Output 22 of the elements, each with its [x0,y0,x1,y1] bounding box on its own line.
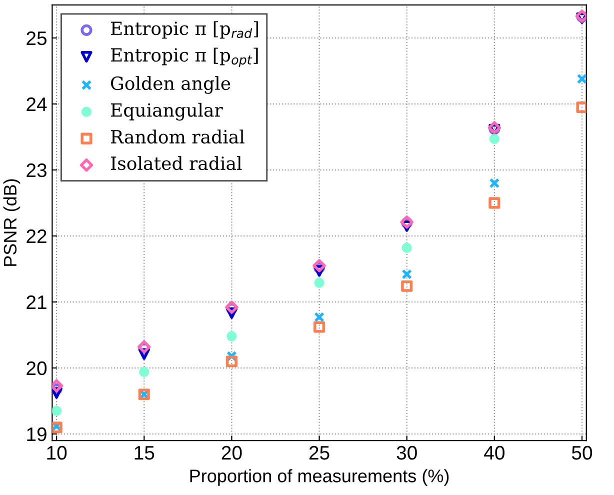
x-tick-label: 30 [396,446,417,460]
y-tick-label: 25 [26,31,47,46]
y-tick-label: 20 [26,361,47,376]
legend-label: Entropic π [p$_{opt}$] [110,48,258,68]
y-tick-label: 22 [26,229,46,243]
x-tick-label: 40 [484,446,504,460]
legend-label: Equiangular [110,102,223,121]
y-tick-label: 21 [26,295,46,309]
x-tick-label: 15 [134,446,154,460]
legend-label: Isolated radial [110,156,242,170]
legend-label: Golden angle [110,76,230,94]
x-tick-label: 10 [47,446,67,460]
x-tick-label: 50 [572,446,592,460]
legend-label: Entropic π [p$_{rad}$] [110,21,258,39]
y-tick-label: 23 [26,163,46,178]
x-tick-label: 25 [309,446,330,460]
y-axis-title: PSNR (dB) [3,179,20,266]
x-axis-title: Proportion of measurements (%) [190,469,449,486]
y-tick-label: 24 [26,97,47,111]
y-tick-label: 19 [27,427,46,442]
legend-label: Random radial [110,130,244,144]
x-tick-label: 20 [222,446,242,460]
